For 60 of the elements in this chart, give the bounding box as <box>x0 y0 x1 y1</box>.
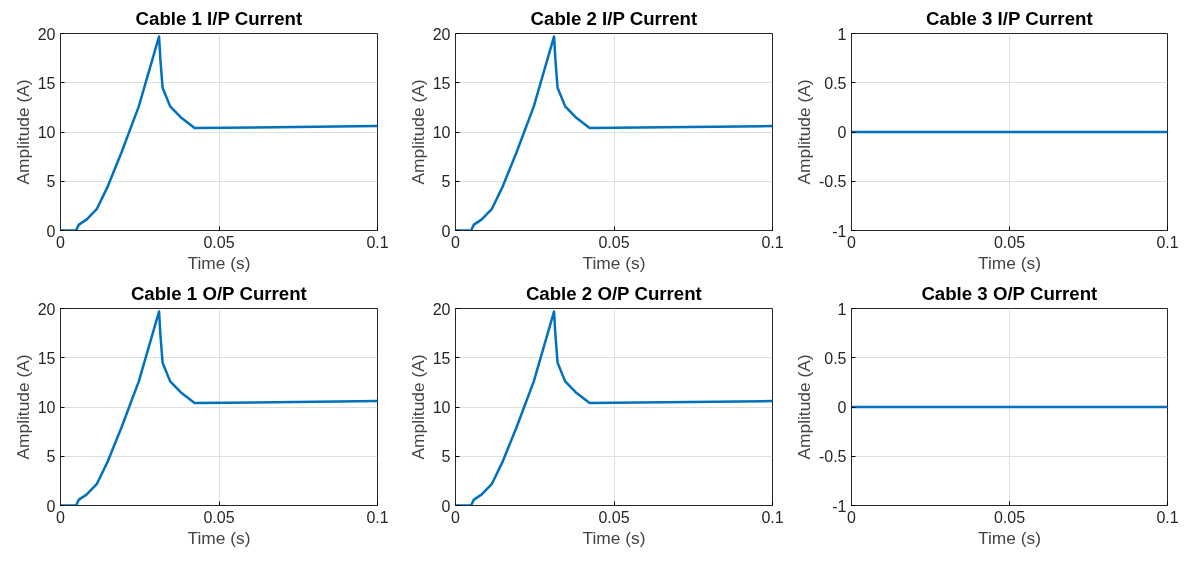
y-tick-label: 0.5 <box>824 74 847 92</box>
y-tick-label: -1 <box>832 222 847 240</box>
y-tick-label: 0 <box>46 497 56 515</box>
y-tick-label: 15 <box>37 349 56 367</box>
y-axis-title: Amplitude (A) <box>793 79 814 185</box>
y-tick-label: 20 <box>37 300 56 318</box>
x-tick-label: 0.1 <box>366 233 389 251</box>
y-tick-label: 0 <box>46 222 56 240</box>
x-tick-label: 0.05 <box>203 233 235 251</box>
x-tick-label: 0.05 <box>598 233 630 251</box>
y-tick-label: 0 <box>837 124 847 141</box>
x-axis-title: Time (s) <box>582 527 646 548</box>
y-tick-label: -0.5 <box>818 173 847 191</box>
x-axis-title: Time (s) <box>978 252 1041 273</box>
x-tick-label: 0.1 <box>761 508 784 526</box>
chart-title: Cable 3 O/P Current <box>921 282 1098 304</box>
x-axis-title: Time (s) <box>187 252 251 273</box>
y-tick-label: 0 <box>837 399 847 416</box>
y-axis-title: Amplitude (A) <box>12 79 33 185</box>
y-tick-label: 10 <box>432 124 451 141</box>
x-tick-label: 0.1 <box>761 233 784 251</box>
y-tick-label: 1 <box>837 300 847 318</box>
chart-title: Cable 1 I/P Current <box>135 7 303 29</box>
y-tick-label: 5 <box>441 173 451 191</box>
y-tick-label: 15 <box>432 74 451 92</box>
y-axis-title: Amplitude (A) <box>12 354 33 460</box>
y-axis-title: Amplitude (A) <box>407 79 428 185</box>
y-tick-label: 10 <box>37 399 56 416</box>
chart-title: Cable 2 I/P Current <box>530 7 698 29</box>
y-tick-label: 0 <box>441 222 451 240</box>
y-tick-label: 5 <box>46 448 56 466</box>
x-tick-label: 0.1 <box>366 508 389 526</box>
x-axis-title: Time (s) <box>187 527 251 548</box>
y-tick-label: -1 <box>832 497 847 515</box>
y-tick-label: 10 <box>37 124 56 141</box>
x-tick-label: 0.05 <box>993 233 1026 251</box>
y-tick-label: 15 <box>432 349 451 367</box>
chart-title: Cable 2 O/P Current <box>525 282 702 304</box>
y-axis-title: Amplitude (A) <box>407 354 428 460</box>
y-tick-label: 1 <box>837 25 847 43</box>
x-tick-label: 0.1 <box>1156 233 1179 251</box>
x-axis-title: Time (s) <box>582 252 646 273</box>
y-tick-label: -0.5 <box>818 448 847 466</box>
y-tick-label: 15 <box>37 74 56 92</box>
y-tick-label: 20 <box>432 25 451 43</box>
y-tick-label: 20 <box>37 25 56 43</box>
y-tick-label: 0 <box>441 497 451 515</box>
y-tick-label: 5 <box>46 173 56 191</box>
y-tick-label: 20 <box>432 300 451 318</box>
x-tick-label: 0.05 <box>598 508 630 526</box>
x-tick-label: 0.1 <box>1156 508 1179 526</box>
chart-title: Cable 1 O/P Current <box>130 282 307 304</box>
x-tick-label: 0.05 <box>203 508 235 526</box>
y-axis-title: Amplitude (A) <box>793 354 814 460</box>
chart-title: Cable 3 I/P Current <box>926 7 1093 29</box>
x-axis-title: Time (s) <box>978 527 1041 548</box>
y-tick-label: 0.5 <box>824 349 847 367</box>
y-tick-label: 10 <box>432 399 451 416</box>
y-tick-label: 5 <box>441 448 451 466</box>
x-tick-label: 0.05 <box>993 508 1026 526</box>
